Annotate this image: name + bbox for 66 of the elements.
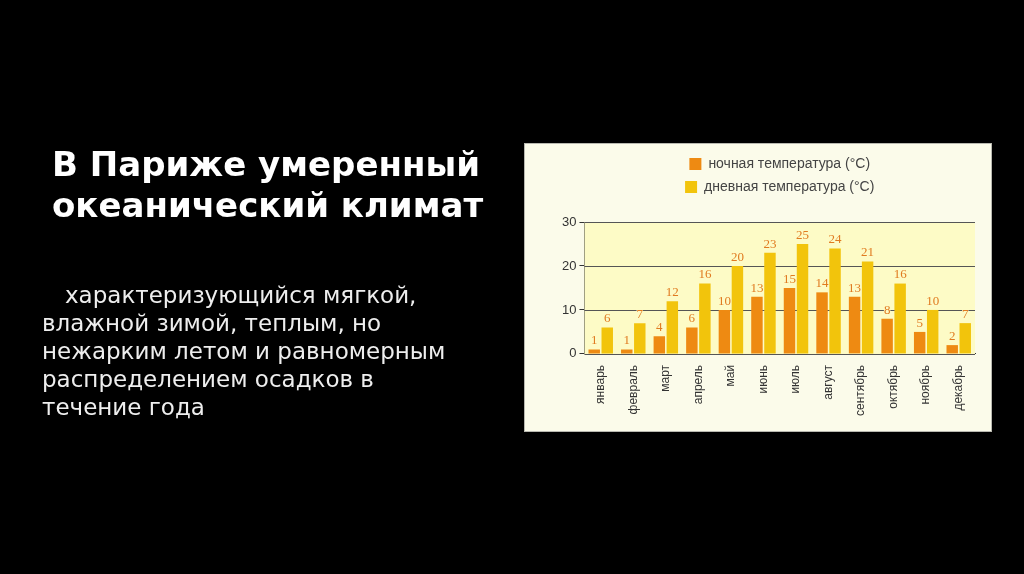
bar: [601, 327, 613, 354]
x-tick-label: май: [723, 364, 738, 387]
bar: [731, 265, 744, 354]
bar: [751, 296, 763, 354]
data-label: 6: [688, 310, 696, 326]
data-label: 2: [948, 328, 956, 344]
x-tick-label: апрель: [690, 364, 705, 405]
bar: [913, 331, 926, 354]
x-tick-label: декабрь: [951, 364, 966, 411]
data-label: 1: [590, 332, 598, 348]
bar: [634, 323, 646, 354]
x-tick-label: январь: [593, 364, 608, 404]
data-label: 7: [636, 306, 644, 322]
data-label: 10: [717, 292, 731, 308]
bar: [926, 309, 939, 354]
bar: [718, 309, 731, 354]
x-tick-label: октябрь: [885, 364, 900, 409]
data-label: 4: [656, 319, 664, 335]
bar: [829, 248, 841, 354]
x-tick-label: сентябрь: [853, 364, 868, 416]
data-label: 12: [665, 284, 679, 300]
data-label: 23: [763, 235, 777, 251]
y-tick-label: 30: [561, 213, 577, 229]
bar: [764, 252, 776, 354]
data-label: 10: [926, 292, 940, 308]
data-label: 13: [750, 279, 764, 295]
y-tick-label: 0: [569, 345, 577, 361]
data-label: 8: [883, 301, 891, 317]
legend-label: ночная температура (°C): [708, 154, 871, 171]
x-tick-label: июнь: [755, 364, 770, 394]
x-tick-label: февраль: [625, 364, 640, 415]
y-tick-label: 20: [561, 257, 577, 273]
data-label: 7: [961, 306, 969, 322]
bar: [666, 301, 679, 354]
x-tick-label: март: [658, 364, 673, 392]
y-tick-label: 10: [561, 301, 577, 317]
bar: [848, 296, 861, 354]
bar: [946, 345, 958, 354]
data-label: 24: [828, 231, 843, 247]
data-label: 14: [815, 275, 830, 291]
data-label: 13: [848, 279, 862, 295]
bar: [686, 327, 698, 354]
data-label: 16: [698, 266, 712, 282]
bar: [959, 323, 971, 354]
data-label: 6: [603, 310, 611, 326]
bar: [699, 283, 711, 354]
bar: [816, 292, 828, 354]
bar: [783, 287, 796, 354]
data-label: 16: [893, 266, 908, 282]
bar: [861, 261, 874, 354]
bar: [894, 283, 906, 354]
data-label: 15: [782, 270, 796, 286]
data-label: 5: [916, 314, 923, 330]
data-label: 1: [623, 332, 631, 348]
text: характеризующийся мягкой, влажной зимой, теплым, но нежарким летом и равномерным распределением осадков в течение года: [42, 281, 447, 421]
bar: [796, 243, 809, 354]
x-tick-label: август: [820, 364, 835, 400]
data-label: 21: [861, 244, 875, 260]
bar: [881, 318, 893, 354]
data-label: 20: [730, 248, 744, 264]
bar: [653, 336, 666, 354]
x-tick-label: июль: [788, 364, 803, 394]
x-tick-label: ноябрь: [918, 364, 933, 405]
legend-label: дневная температура (°C): [704, 177, 875, 194]
data-label: 25: [796, 226, 810, 242]
text: В Париже умеренный океанический климат: [52, 144, 485, 226]
